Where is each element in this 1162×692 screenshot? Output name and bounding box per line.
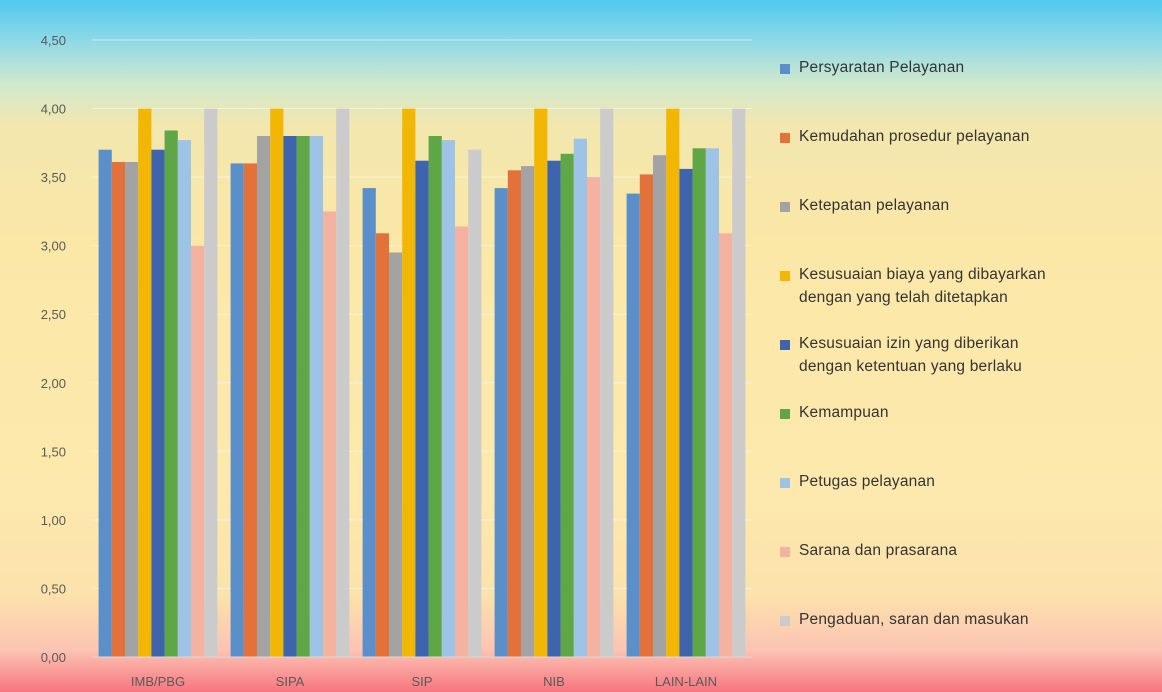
bar [270,108,284,658]
y-tick-label: 0,00 [41,650,66,665]
bar [428,136,442,657]
legend-label: Kemampuan [799,404,889,421]
legend-swatch [780,409,790,419]
bar [111,162,125,657]
y-tick-label: 3,00 [41,239,66,254]
bar [204,108,218,658]
y-tick-label: 1,50 [41,444,66,459]
legend-item: Pengaduan, saran dan masukan [780,608,1150,677]
bar [151,149,165,657]
bar [600,108,614,658]
bar [639,174,653,657]
bar [138,108,152,658]
legend-swatch [780,478,790,488]
bar [191,245,205,657]
legend-label: Petugas pelayanan [799,473,936,490]
y-tick-label: 2,50 [41,307,66,322]
bar [125,162,139,657]
bar [296,136,310,657]
legend-item: Kesusuaian biaya yang dibayarkan dengan … [780,263,1150,332]
bar-chart-plot: 0,00 0,50 1,00 1,50 2,00 2,50 3,00 3,50 4,00 4,50… [41,33,752,689]
bar [257,136,271,657]
bar [362,188,376,657]
legend-item: Sarana dan prasarana [780,539,1150,608]
bar [283,136,297,657]
bar [666,108,680,658]
legend-swatch [780,133,790,143]
y-tick-label: 1,00 [41,513,66,528]
legend-swatch [780,202,790,212]
legend-label: Sarana dan prasarana [799,542,958,559]
bar [455,226,469,657]
bar [507,170,521,658]
legend-label: Persyaratan Pelayanan [799,59,965,76]
bar [653,155,667,657]
bar [732,108,746,658]
legend-item: Kemampuan [780,401,1150,470]
legend-swatch [780,271,790,281]
y-tick-label: 3,50 [41,170,66,185]
y-tick-label: 4,50 [41,33,66,48]
bar [468,149,482,657]
legend-item: Kesusuaian izin yang diberikan dengan ke… [780,332,1150,401]
bar [719,233,733,658]
legend-swatch [780,64,790,74]
bar [164,130,178,657]
legend-label: Kesusuaian izin yang diberikan dengan ke… [799,335,1022,375]
bar [679,168,693,657]
bar [336,108,350,658]
bar [705,148,719,658]
bar [587,177,601,657]
bar [389,252,403,657]
bar [441,140,455,658]
bar [375,233,389,658]
legend-swatch [780,616,790,626]
legend-label: Pengaduan, saran dan masukan [799,611,1029,628]
y-tick-label: 4,00 [41,102,66,117]
bar [494,188,508,657]
bar [534,108,548,658]
bar [521,166,535,657]
x-tick-label: SIPA [276,674,305,689]
x-tick-label: NIB [543,674,565,689]
legend-label: Kemudahan prosedur pelayanan [799,128,1030,145]
x-tick-label: IMB/PBG [131,674,185,689]
bar [309,136,323,657]
bar [626,193,640,657]
legend-swatch [780,547,790,557]
bar [243,163,257,657]
y-tick-label: 0,50 [41,581,66,596]
bar [573,138,587,657]
x-tick-label: LAIN-LAIN [655,674,717,689]
legend-item: Kemudahan prosedur pelayanan [780,125,1150,194]
bar [692,148,706,658]
legend-item: Persyaratan Pelayanan [780,56,1150,125]
bar [415,160,429,657]
bar [230,163,244,657]
bar [98,149,112,657]
bar [547,160,561,657]
bar [177,140,191,658]
chart-legend: Persyaratan Pelayanan Kemudahan prosedur … [780,56,1150,677]
bar [323,211,337,657]
x-tick-label: SIP [412,674,433,689]
legend-swatch [780,340,790,350]
legend-item: Petugas pelayanan [780,470,1150,539]
bar [402,108,416,658]
y-tick-label: 2,00 [41,376,66,391]
legend-item: Ketepatan pelayanan [780,194,1150,263]
legend-label: Kesusuaian biaya yang dibayarkan dengan … [799,266,1046,306]
legend-label: Ketepatan pelayanan [799,197,950,214]
bar [560,153,574,658]
